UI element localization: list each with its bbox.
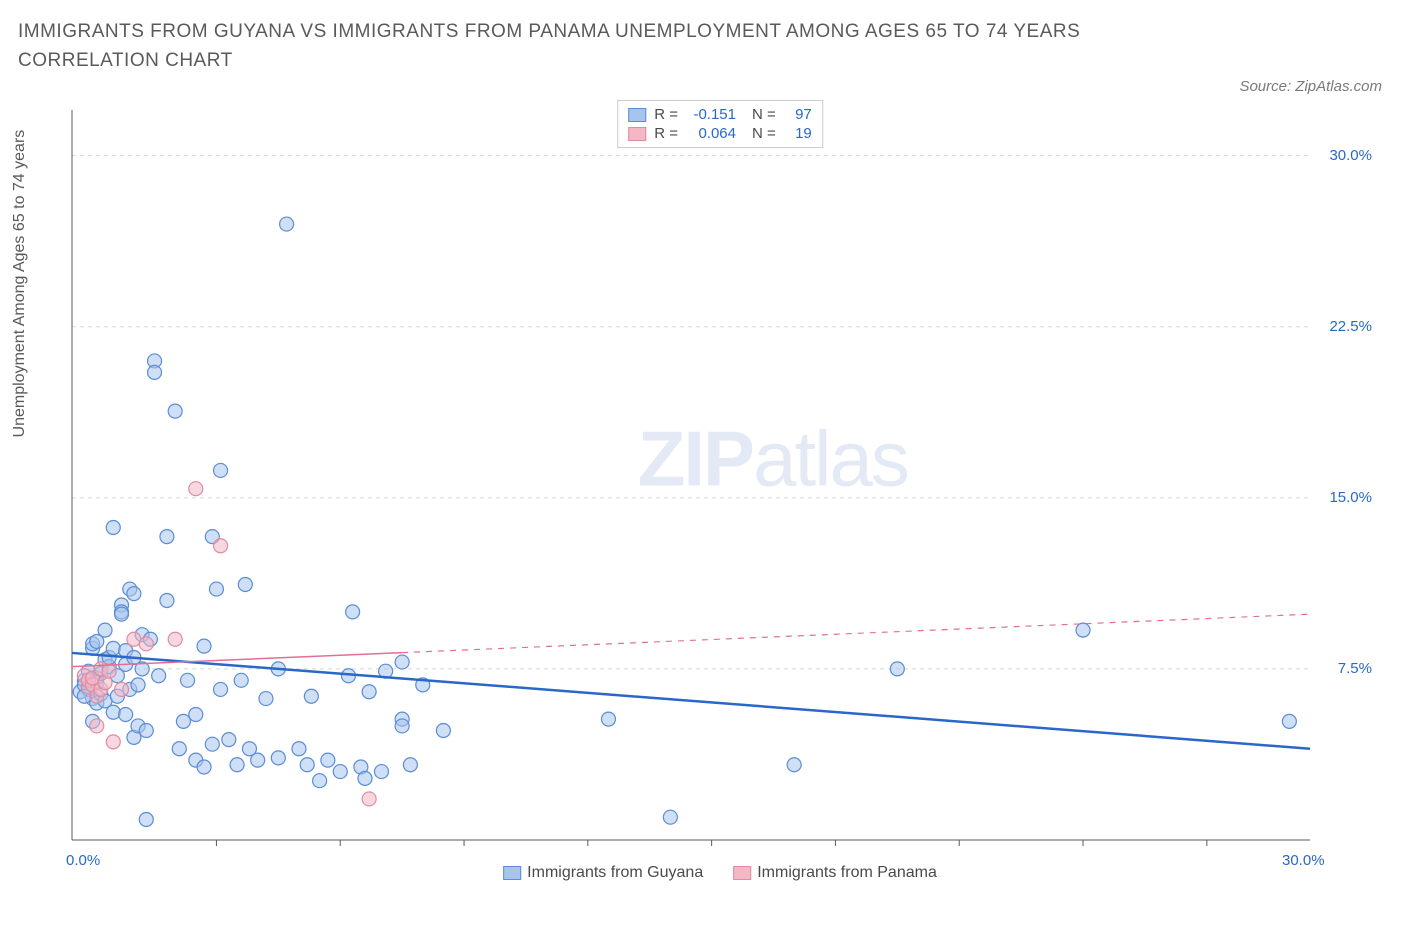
chart-title: IMMIGRANTS FROM GUYANA VS IMMIGRANTS FRO… — [18, 18, 1118, 75]
legend-item: Immigrants from Guyana — [503, 864, 703, 882]
legend-item: Immigrants from Panama — [733, 864, 937, 882]
y-tick-label: 15.0% — [1329, 489, 1372, 506]
y-tick-label: 22.5% — [1329, 318, 1372, 335]
series-legend: Immigrants from Guyana Immigrants from Pa… — [503, 864, 937, 882]
legend-label: Immigrants from Panama — [757, 864, 937, 882]
n-label: N = — [752, 125, 776, 142]
r-value: 0.064 — [686, 125, 736, 142]
r-label: R = — [654, 106, 678, 123]
legend-label: Immigrants from Guyana — [527, 864, 703, 882]
source-attribution: Source: ZipAtlas.com — [1239, 78, 1382, 95]
correlation-legend: R = -0.151 N = 97 R = 0.064 N = 19 — [617, 100, 823, 148]
legend-row: R = 0.064 N = 19 — [628, 124, 812, 143]
legend-swatch — [628, 127, 646, 141]
r-value: -0.151 — [686, 106, 736, 123]
x-tick-label: 30.0% — [1282, 852, 1325, 869]
scatter-plot — [60, 100, 1380, 880]
n-value: 97 — [784, 106, 812, 123]
y-tick-label: 30.0% — [1329, 147, 1372, 164]
chart-container: Unemployment Among Ages 65 to 74 years Z… — [60, 100, 1380, 880]
x-tick-label: 0.0% — [66, 852, 100, 869]
n-label: N = — [752, 106, 776, 123]
y-tick-label: 7.5% — [1338, 660, 1372, 677]
y-axis-label: Unemployment Among Ages 65 to 74 years — [11, 130, 29, 438]
legend-row: R = -0.151 N = 97 — [628, 105, 812, 124]
r-label: R = — [654, 125, 678, 142]
legend-swatch — [503, 866, 521, 880]
legend-swatch — [733, 866, 751, 880]
n-value: 19 — [784, 125, 812, 142]
legend-swatch — [628, 108, 646, 122]
